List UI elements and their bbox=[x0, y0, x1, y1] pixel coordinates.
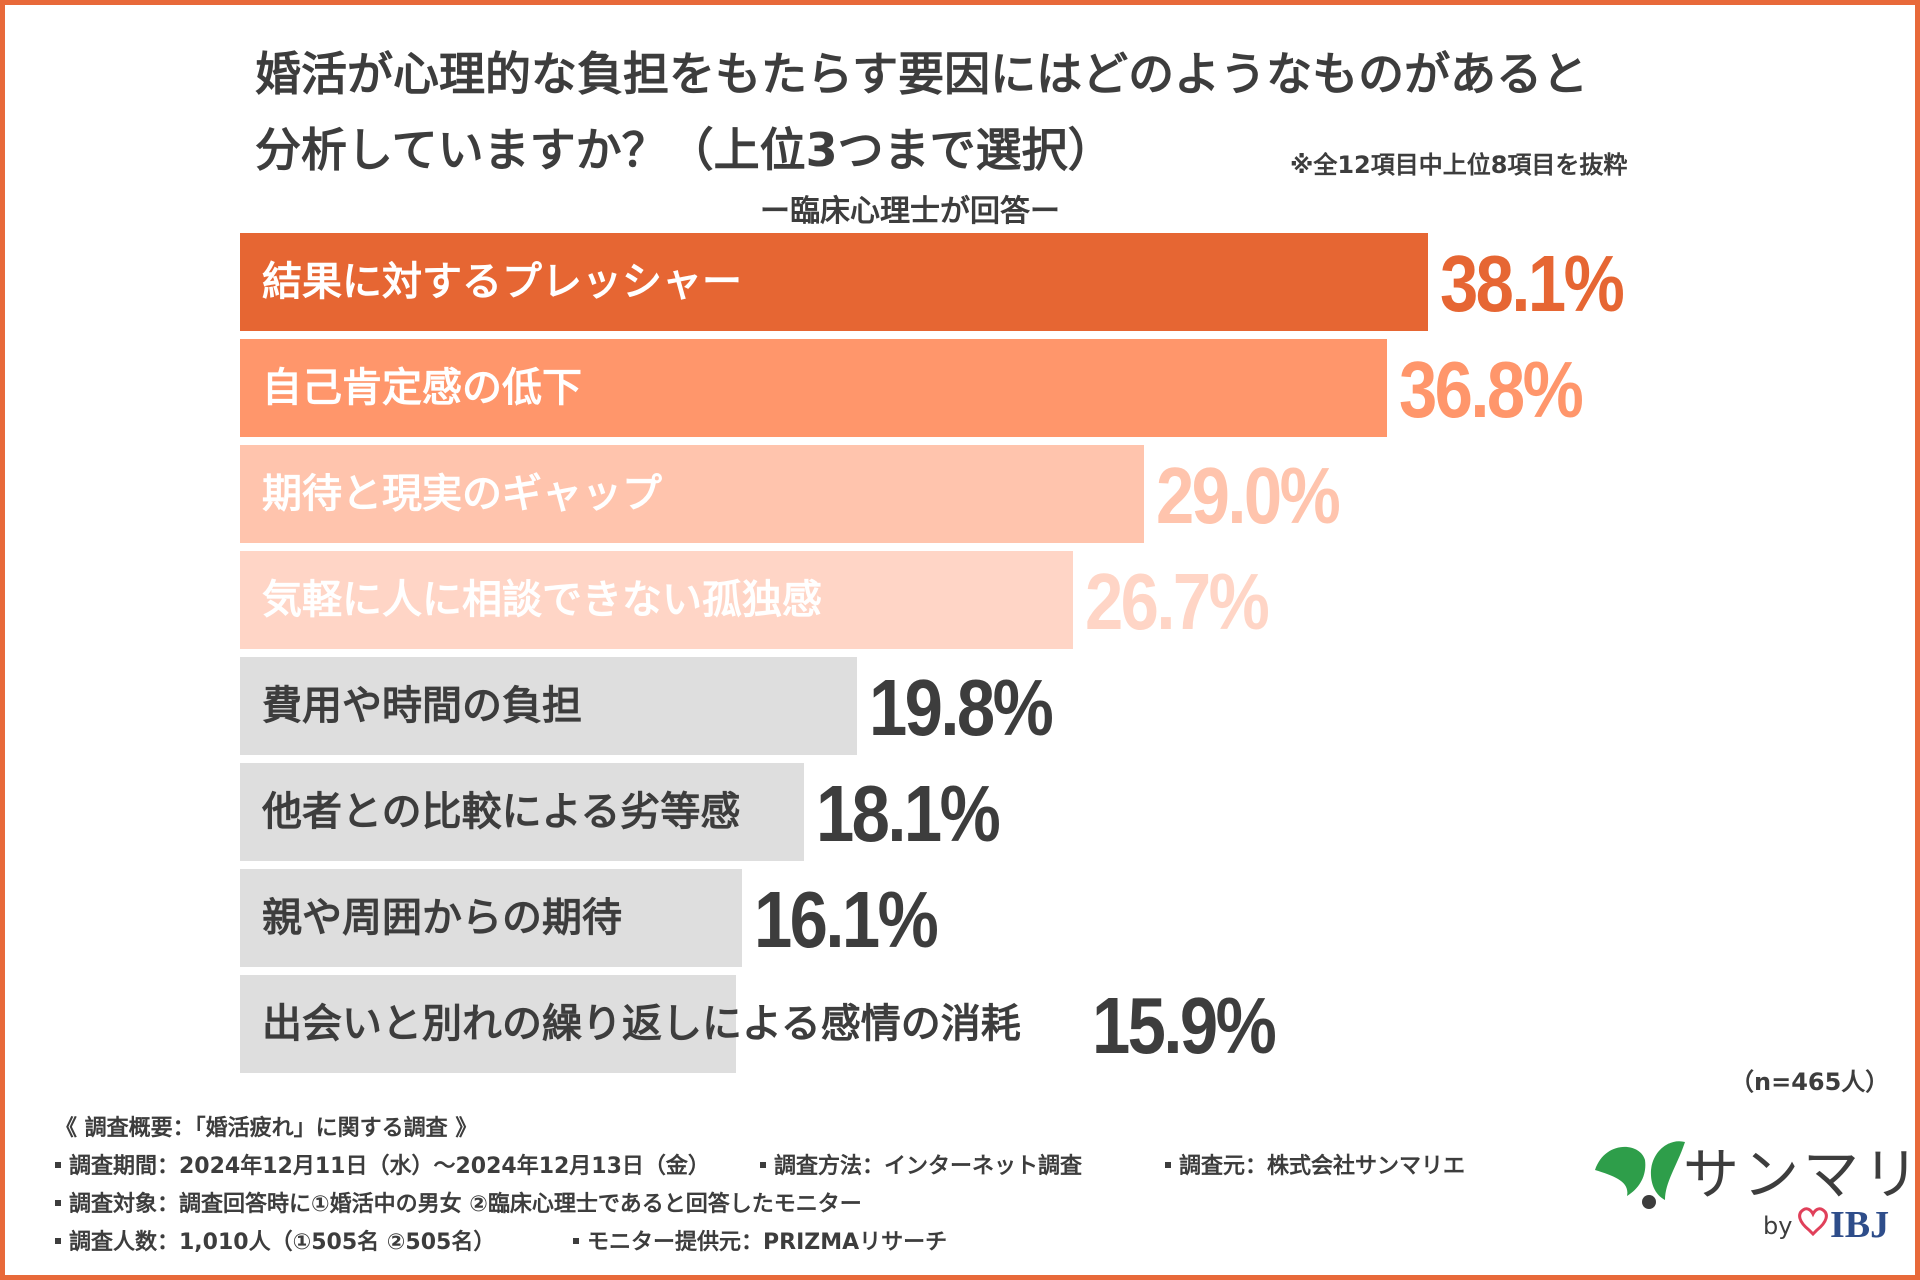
bullet-icon bbox=[760, 1162, 766, 1168]
bar-7 bbox=[240, 869, 742, 967]
survey-period: 調査期間：2024年12月11日（水）〜2024年12月13日（金） bbox=[69, 1154, 710, 1179]
survey-target: 調査対象：調査回答時に①婚活中の男女 ②臨床心理士であると回答したモニター bbox=[69, 1192, 862, 1217]
survey-count: 調査人数：1,010人（①505名 ②505名） bbox=[69, 1230, 496, 1255]
logo-partner: IBJ bbox=[1830, 1204, 1890, 1246]
title-line-2: 分析していますか？（上位3つまで選択） bbox=[255, 123, 1114, 177]
bar-4 bbox=[240, 551, 1073, 649]
bar-label-4: 気軽に人に相談できない孤独感 bbox=[262, 577, 822, 623]
survey-source: 調査元：株式会社サンマリエ bbox=[1179, 1154, 1466, 1179]
bar-label-7: 親や周囲からの期待 bbox=[262, 895, 622, 941]
bar-label-5: 費用や時間の負担 bbox=[262, 683, 582, 729]
bar-value-4: 26.7% bbox=[1085, 557, 1270, 646]
logo-brand: サンマリエ bbox=[1683, 1143, 1920, 1208]
survey-heading: 《 調査概要：「婚活疲れ」に関する調査 》 bbox=[55, 1116, 478, 1141]
logo-dot-icon bbox=[1642, 1195, 1656, 1209]
subtitle-text: ー臨床心理士が回答ー bbox=[760, 194, 1060, 229]
sample-size: （n=465人） bbox=[1730, 1068, 1890, 1096]
bullet-icon bbox=[1165, 1162, 1171, 1168]
survey-provider: モニター提供元：PRIZMAリサーチ bbox=[587, 1230, 948, 1255]
sanmarie-logo bbox=[1595, 1141, 1828, 1237]
bar-value-3: 29.0% bbox=[1156, 451, 1341, 540]
bar-value-1: 38.1% bbox=[1440, 239, 1625, 328]
bar-value-7: 16.1% bbox=[754, 875, 939, 964]
title-line-1: 婚活が心理的な負担をもたらす要因にはどのようなものがあると bbox=[255, 47, 1589, 101]
bar-6 bbox=[240, 763, 804, 861]
bar-8 bbox=[240, 975, 736, 1073]
bar-value-6: 18.1% bbox=[816, 769, 1001, 858]
bar-label-2: 自己肯定感の低下 bbox=[262, 365, 582, 411]
survey-method: 調査方法：インターネット調査 bbox=[774, 1154, 1083, 1179]
bar-label-6: 他者との比較による劣等感 bbox=[262, 789, 741, 835]
survey-row-1: 調査期間：2024年12月11日（水）〜2024年12月13日（金） 調査方法：イ… bbox=[55, 1148, 1465, 1180]
bullet-icon bbox=[55, 1162, 61, 1168]
bar-label-3: 期待と現実のギャップ bbox=[262, 471, 662, 517]
survey-row-2: 調査対象：調査回答時に①婚活中の男女 ②臨床心理士であると回答したモニター bbox=[55, 1186, 862, 1218]
chart-title: 婚活が心理的な負担をもたらす要因にはどのようなものがあると 分析していますか？（… bbox=[255, 36, 1675, 188]
bar-1 bbox=[240, 233, 1428, 331]
leaf-right-icon bbox=[1650, 1141, 1685, 1200]
bar-5 bbox=[240, 657, 857, 755]
survey-row-3: 調査人数：1,010人（①505名 ②505名） モニター提供元：PRIZMAリサ… bbox=[55, 1224, 947, 1256]
bar-label-1: 結果に対するプレッシャー bbox=[262, 259, 742, 305]
logo-by: by bbox=[1763, 1212, 1793, 1240]
bar-label-8: 出会いと別れの繰り返しによる感情の消耗 bbox=[262, 1001, 1021, 1047]
heart-icon bbox=[1798, 1207, 1828, 1237]
selection-note: ※全12項目中上位8項目を抜粋 bbox=[1290, 151, 1628, 179]
bar-value-8: 15.9% bbox=[1092, 981, 1277, 1070]
bar-value-2: 36.8% bbox=[1399, 345, 1584, 434]
bar-2 bbox=[240, 339, 1387, 437]
chart-subtitle: ー臨床心理士が回答ー bbox=[0, 186, 1920, 230]
leaf-left-icon bbox=[1595, 1146, 1646, 1196]
bullet-icon bbox=[573, 1238, 579, 1244]
bullet-icon bbox=[55, 1200, 61, 1206]
bar-3 bbox=[240, 445, 1144, 543]
bar-value-5: 19.8% bbox=[869, 663, 1054, 752]
bullet-icon bbox=[55, 1238, 61, 1244]
